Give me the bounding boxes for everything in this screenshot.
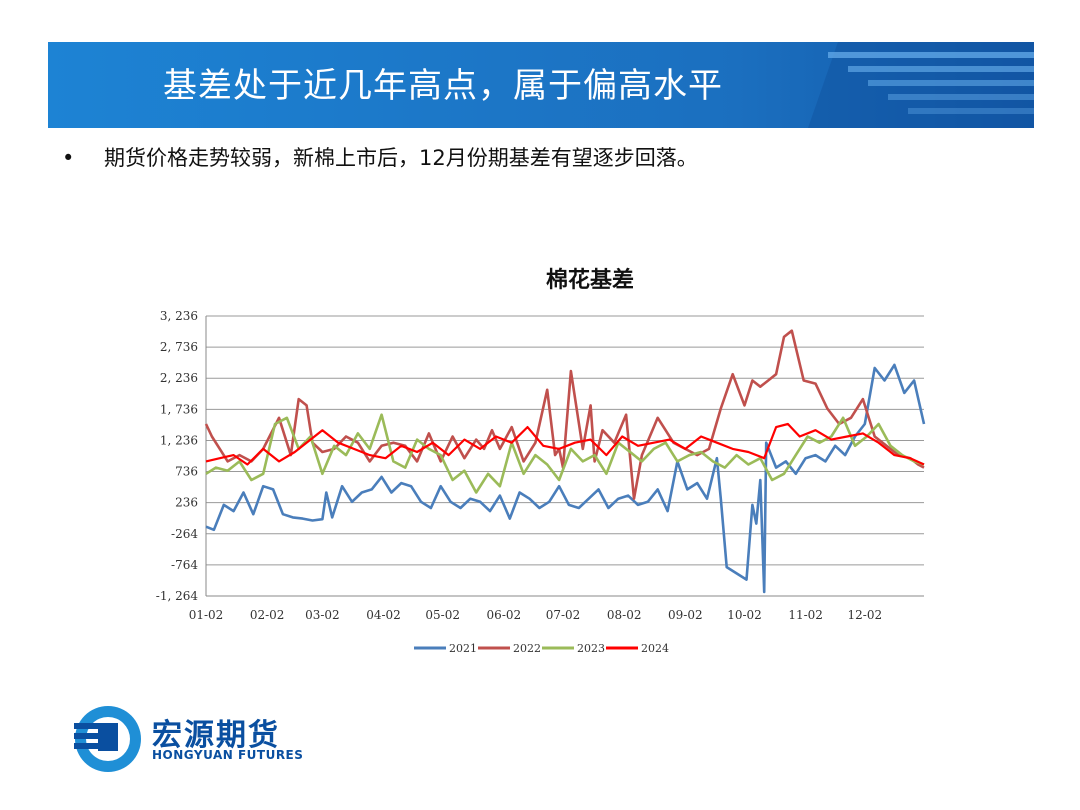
bullet-text: 期货价格走势较弱，新棉上市后，12月份期基差有望逐步回落。 (104, 146, 698, 170)
series-line-2021 (205, 363, 926, 594)
hongyuan-logo-mark (74, 706, 141, 772)
series-line-2023 (205, 413, 925, 494)
y-tick-label: 1, 736 (160, 402, 198, 416)
bullet-symbol: • (62, 146, 75, 170)
legend-label-2022: 2022 (513, 642, 541, 655)
series-line-2022 (204, 329, 925, 500)
y-axis-labels: 3, 236 2, 736 2, 236 1, 736 1, 236 736 236 -264… (156, 309, 199, 603)
x-tick-label: 09-02 (668, 608, 703, 622)
y-tick-label: 3, 236 (160, 309, 198, 323)
slide-title: 基差处于近几年高点，属于偏高水平 (163, 66, 723, 106)
y-tick-label: 736 (175, 465, 198, 479)
x-tick-label: 06-02 (487, 608, 522, 622)
x-tick-label: 12-02 (848, 608, 883, 622)
y-tick-label: 236 (175, 496, 198, 510)
x-tick-label: 10-02 (727, 608, 762, 622)
x-tick-label: 08-02 (607, 608, 642, 622)
x-tick-label: 03-02 (305, 608, 340, 622)
chart-area: 3, 236 2, 736 2, 236 1, 736 1, 236 736 236 -264… (140, 255, 960, 675)
x-tick-label: 05-02 (425, 608, 460, 622)
y-tick-label: 1, 236 (160, 433, 198, 447)
x-axis-labels: 01-02 02-02 03-02 04-02 05-02 06-02 07-02 08-02… (189, 608, 882, 622)
x-tick-label: 04-02 (366, 608, 401, 622)
legend-label-2023: 2023 (577, 642, 605, 655)
x-tick-label: 11-02 (788, 608, 823, 622)
x-tick-label: 07-02 (546, 608, 581, 622)
title-banner: 基差处于近几年高点，属于偏高水平 (48, 42, 1034, 128)
brand-name-cn: 宏源期货 (152, 718, 280, 753)
series-line-2024 (205, 422, 925, 466)
chart-series (204, 329, 926, 594)
legend-label-2021: 2021 (449, 642, 477, 655)
line-chart: 3, 236 2, 736 2, 236 1, 736 1, 236 736 236 -264… (156, 309, 926, 655)
y-tick-label: -764 (171, 558, 198, 572)
banner-graphic (48, 42, 1034, 128)
y-tick-label: -264 (171, 527, 198, 541)
brand-name-en: HONGYUAN FUTURES (152, 748, 304, 762)
y-tick-label: -1, 264 (156, 589, 199, 603)
x-tick-label: 02-02 (250, 608, 285, 622)
chart-title: 棉花基差 (545, 268, 634, 293)
x-tick-label: 01-02 (189, 608, 224, 622)
y-tick-label: 2, 736 (160, 340, 198, 354)
bullet-point: • 期货价格走势较弱，新棉上市后，12月份期基差有望逐步回落。 (62, 142, 698, 174)
chart-legend: 2021 2022 2023 2024 (414, 642, 669, 655)
legend-label-2024: 2024 (641, 642, 669, 655)
y-tick-label: 2, 236 (160, 371, 198, 385)
